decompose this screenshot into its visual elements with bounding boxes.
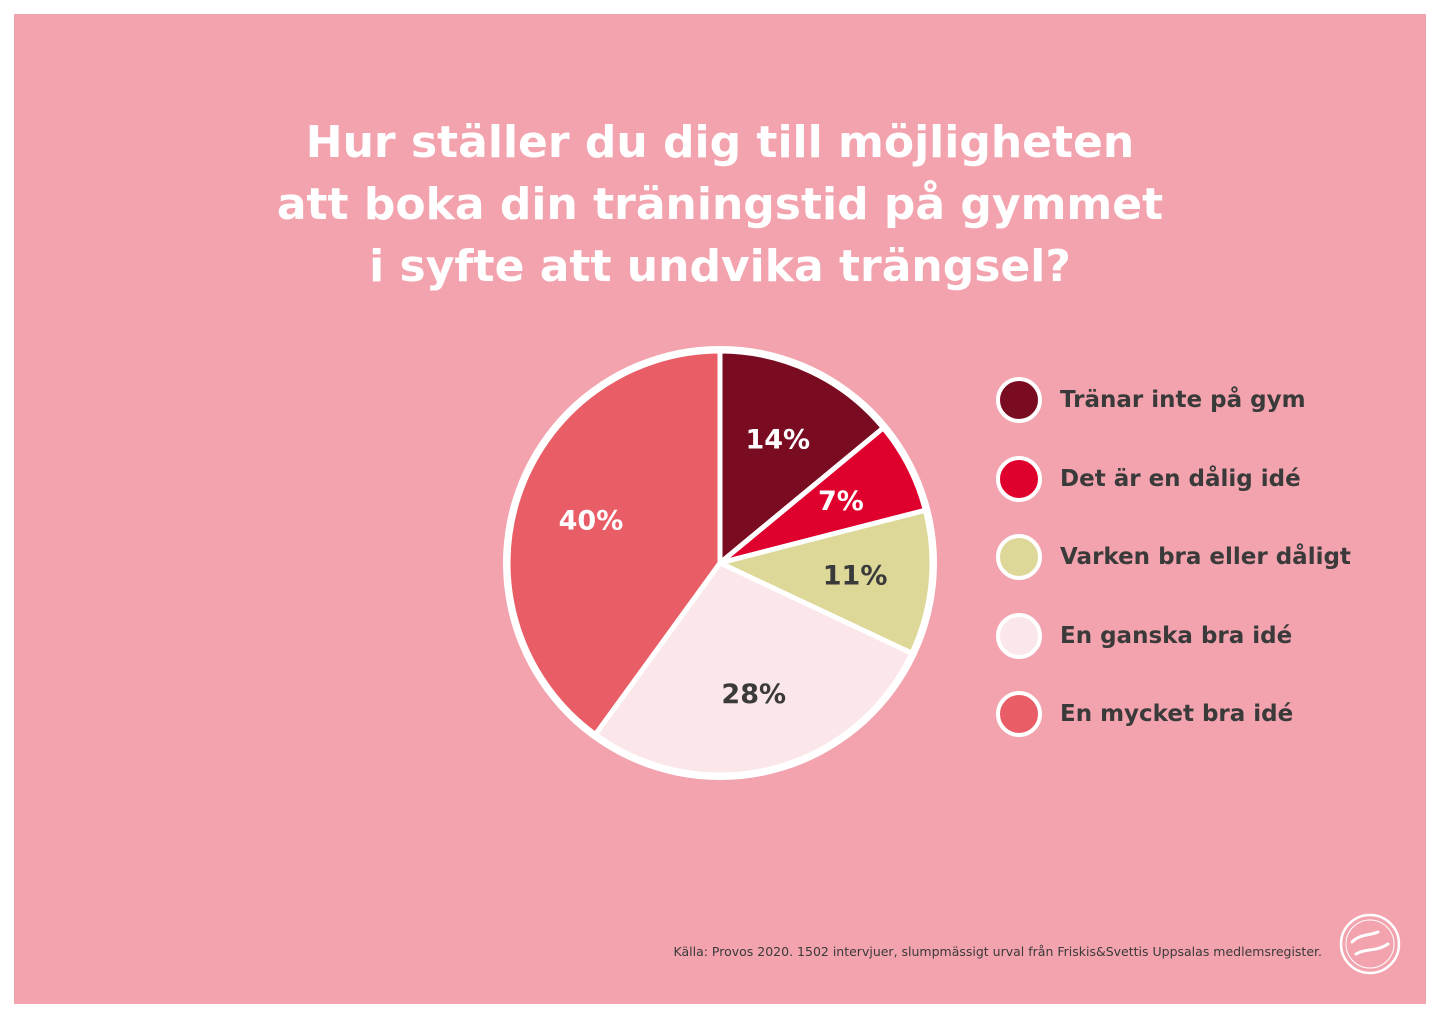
legend-swatch-2 [996, 455, 1042, 502]
pie-slice-4 [592, 560, 915, 778]
pie-slice-5 [505, 348, 723, 738]
legend-label-5: En mycket bra idé [1060, 701, 1294, 727]
chart-legend: Tränar inte på gym Det är en dålig idé Var… [996, 372, 1351, 765]
legend-item-4: En ganska bra idé [996, 608, 1351, 664]
legend-item-2: Det är en dålig idé [996, 451, 1351, 507]
slice-value-label-5: 40% [559, 506, 624, 537]
source-note: Källa: Provos 2020. 1502 intervjuer, slu… [673, 944, 1322, 959]
slice-value-label-4: 28% [721, 679, 786, 710]
slice-value-label-2: 7% [818, 486, 864, 517]
legend-label-4: En ganska bra idé [1060, 622, 1293, 649]
legend-label-3: Varken bra eller dåligt [1060, 544, 1351, 570]
title-line-3: i syfte att undvika trängsel? [369, 241, 1071, 292]
legend-item-1: Tränar inte på gym [996, 372, 1351, 428]
legend-swatch-4 [996, 612, 1042, 659]
legend-swatch-1 [996, 377, 1042, 423]
title-line-2: att boka din träningstid på gymmet [276, 179, 1164, 230]
legend-item-3: Varken bra eller dåligt [996, 529, 1351, 585]
legend-label-1: Tränar inte på gym [1060, 387, 1306, 413]
legend-swatch-3 [996, 534, 1042, 580]
slice-value-label-1: 14% [745, 425, 810, 456]
chart-title: Hur ställer du dig till möjligheten att … [0, 112, 1440, 298]
legend-swatch-5 [996, 691, 1042, 737]
slice-value-label-3: 11% [823, 560, 888, 591]
pie-slice-3 [717, 507, 935, 656]
legend-label-2: Det är en dålig idé [1060, 465, 1301, 492]
legend-item-5: En mycket bra idé [996, 686, 1351, 742]
pie-slice-1 [717, 348, 886, 566]
title-line-1: Hur ställer du dig till möjligheten [305, 117, 1135, 168]
friskis-svettis-logo [1339, 913, 1401, 975]
